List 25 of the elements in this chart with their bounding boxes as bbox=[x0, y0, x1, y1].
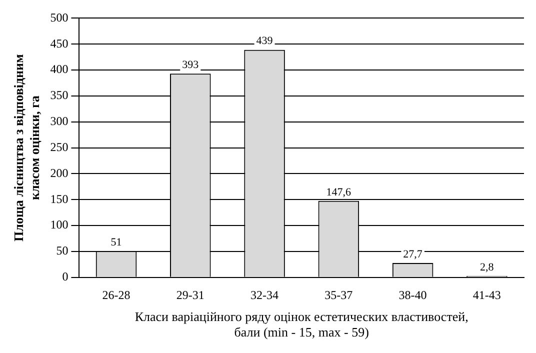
data-label: 439 bbox=[256, 35, 274, 48]
y-tick-label: 150 bbox=[50, 192, 68, 206]
data-label: 51 bbox=[110, 236, 122, 248]
data-label: 393 bbox=[182, 59, 200, 72]
y-tick-label: 400 bbox=[50, 62, 68, 76]
y-tick-label: 50 bbox=[56, 244, 68, 258]
x-tick-label: 41-43 bbox=[472, 288, 501, 302]
y-tick-label: 0 bbox=[62, 270, 68, 284]
y-tick-label: 350 bbox=[50, 88, 68, 102]
y-tick-label: 500 bbox=[50, 10, 68, 24]
x-tick-label: 38-40 bbox=[398, 288, 427, 302]
y-axis-title: Площа лісництва з відповідним класом оцінки, га bbox=[11, 54, 42, 242]
data-label: 2,8 bbox=[480, 261, 494, 274]
data-label: 27,7 bbox=[403, 248, 423, 260]
y-tick-label: 300 bbox=[50, 114, 68, 128]
x-tick-label: 35-37 bbox=[324, 288, 353, 302]
y-tick-label: 450 bbox=[50, 36, 68, 50]
x-axis-title: Класи варіаційного ряду оцінок естетических властивостей, бали (min - 15, max - 59) bbox=[134, 309, 468, 340]
y-tick-label: 250 bbox=[50, 140, 68, 154]
x-tick-label: 26-28 bbox=[102, 288, 130, 302]
y-tick-label: 100 bbox=[50, 218, 68, 232]
data-label: 147,6 bbox=[326, 186, 352, 198]
y-tick-label: 200 bbox=[50, 166, 68, 180]
x-tick-label: 32-34 bbox=[250, 288, 279, 302]
x-tick-label: 29-31 bbox=[176, 288, 204, 302]
